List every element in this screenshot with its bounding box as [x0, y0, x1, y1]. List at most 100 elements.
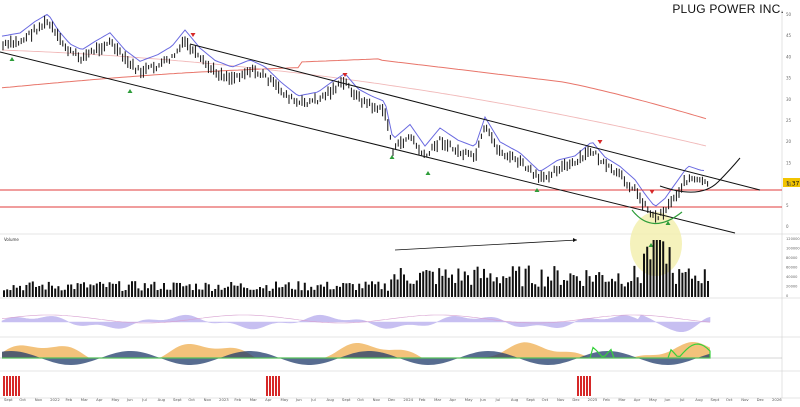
volume-bar — [326, 281, 329, 297]
x-axis-tick: Mar — [434, 397, 442, 402]
volume-bar — [348, 283, 351, 297]
volume-bar — [143, 283, 146, 297]
x-axis-tick: Sept — [342, 397, 351, 402]
volume-bar — [463, 271, 466, 297]
volume-bar — [291, 288, 293, 297]
signal-bar — [278, 376, 280, 396]
volume-bar — [214, 288, 217, 297]
volume-bar — [364, 281, 367, 297]
price-axis-tick: 35 — [786, 76, 792, 81]
volume-bar — [342, 282, 345, 297]
volume-bar — [643, 253, 645, 297]
current-price-label: 1.37 — [786, 181, 800, 188]
volume-bar — [627, 282, 629, 297]
volume-bar — [236, 285, 239, 297]
x-axis-tick: Jul — [679, 397, 685, 402]
sell-arrow — [649, 190, 655, 194]
volume-bar — [252, 289, 255, 297]
x-axis-tick: Oct — [357, 397, 364, 402]
volume-bar — [518, 266, 521, 297]
x-axis-tick: Feb — [65, 397, 72, 402]
volume-bar — [345, 283, 348, 297]
volume-bar — [268, 290, 271, 297]
volume-bar — [649, 259, 652, 297]
volume-bar — [355, 290, 357, 297]
volume-bar — [25, 284, 28, 297]
volume-bar — [495, 277, 498, 297]
volume-bar — [108, 282, 111, 297]
volume-bar — [220, 289, 223, 297]
x-axis-tick: Mar — [81, 397, 89, 402]
volume-bar — [511, 266, 514, 297]
chart-title: PLUG POWER INC. — [672, 2, 784, 16]
volume-bar — [604, 281, 607, 297]
volume-bar — [127, 284, 130, 297]
price-axis-tick: 40 — [786, 54, 792, 59]
volume-bar — [556, 270, 559, 297]
volume-bar — [271, 288, 274, 297]
volume-bar — [694, 275, 697, 297]
volume-bar — [307, 290, 309, 297]
volume-bar — [358, 283, 361, 297]
volume-bar — [335, 285, 338, 297]
volume-bar — [521, 286, 524, 297]
volume-bar — [179, 282, 181, 297]
volume-bar — [575, 276, 578, 297]
signal-bar — [269, 376, 271, 396]
volume-bar — [233, 285, 236, 297]
volume-axis-tick: 120000 — [786, 237, 800, 241]
x-axis-tick: Sept — [4, 397, 13, 402]
volume-bar — [691, 278, 693, 297]
volume-bar — [607, 281, 610, 297]
volume-bar — [275, 281, 277, 297]
volume-bar — [294, 289, 297, 297]
volume-bar — [543, 286, 546, 297]
x-axis-tick: Apr — [449, 397, 456, 402]
volume-bar — [351, 284, 354, 297]
volume-bar — [367, 284, 370, 297]
volume-bar — [527, 265, 530, 297]
volume-bar — [585, 270, 588, 297]
volume-bar — [483, 268, 485, 297]
volume-bar — [319, 284, 322, 297]
x-axis-tick: 2023 — [219, 397, 229, 402]
volume-bar — [281, 286, 284, 297]
volume-bar — [614, 281, 617, 297]
volume-bar — [259, 287, 261, 297]
volume-bar — [121, 290, 124, 297]
volume-bar — [156, 290, 159, 297]
volume-bar — [278, 287, 281, 297]
volume-trend-arrowhead — [573, 238, 577, 242]
signal-bar — [9, 376, 11, 396]
volume-bar — [99, 281, 101, 297]
volume-bar — [70, 284, 73, 297]
volume-bar — [652, 240, 655, 297]
volume-bar — [83, 282, 85, 297]
volume-bar — [486, 277, 489, 297]
x-axis-tick: May — [649, 397, 658, 402]
volume-bar — [195, 283, 197, 297]
volume-bar — [313, 289, 316, 297]
volume-bar — [323, 286, 325, 297]
buy-arrow — [665, 221, 671, 225]
x-axis-tick: May — [280, 397, 289, 402]
x-axis-tick: Aug — [695, 397, 703, 402]
x-axis-tick: Sept — [526, 397, 535, 402]
volume-bar — [73, 289, 76, 297]
volume-bar — [534, 284, 537, 297]
volume-bar — [467, 275, 469, 297]
signal-bar — [18, 376, 20, 396]
volume-bar — [492, 281, 495, 297]
volume-bar — [435, 284, 437, 297]
buy-arrow — [9, 57, 15, 61]
price-axis-tick: 5 — [786, 203, 789, 208]
volume-bar — [537, 286, 540, 297]
volume-bar — [377, 281, 380, 297]
volume-bar — [41, 284, 44, 297]
buy-arrow — [425, 171, 431, 175]
signal-bar — [6, 376, 8, 396]
x-axis-tick: 2025 — [588, 397, 598, 402]
volume-bar — [675, 283, 677, 297]
